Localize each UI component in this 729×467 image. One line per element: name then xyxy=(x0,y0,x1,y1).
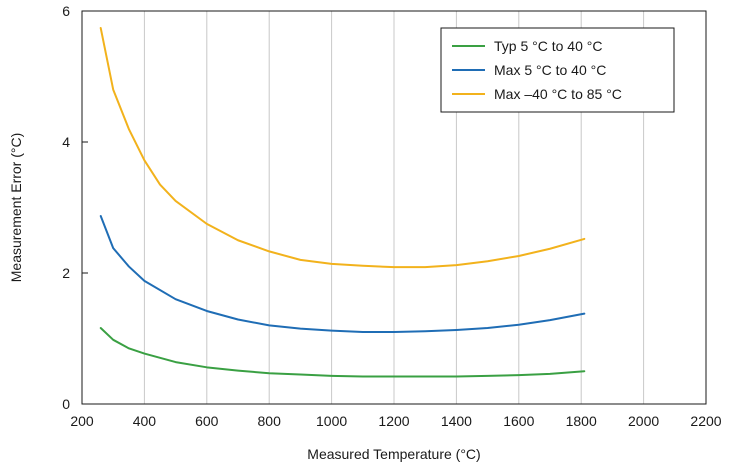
y-tick-label: 6 xyxy=(62,3,70,19)
legend: Typ 5 °C to 40 °C Max 5 °C to 40 °C Max … xyxy=(440,27,675,113)
x-tick-label: 1800 xyxy=(566,413,597,429)
y-tick-label: 0 xyxy=(62,396,70,412)
series-line-max xyxy=(99,215,586,333)
y-tick-label: 2 xyxy=(62,265,70,281)
x-tick-label: 200 xyxy=(70,413,94,429)
x-axis-title: Measured Temperature (°C) xyxy=(307,446,480,462)
x-tick-label: 1400 xyxy=(441,413,472,429)
x-tick-label: 600 xyxy=(195,413,219,429)
x-tick-label: 400 xyxy=(133,413,157,429)
series-line-typ xyxy=(99,327,586,378)
x-tick-label: 1000 xyxy=(316,413,347,429)
legend-label-typ: Typ 5 °C to 40 °C xyxy=(494,38,602,54)
x-tick-label: 1600 xyxy=(503,413,534,429)
x-tick-label: 1200 xyxy=(378,413,409,429)
x-tick-label: 2000 xyxy=(628,413,659,429)
x-tick-label: 2200 xyxy=(690,413,721,429)
plot-area-frame xyxy=(81,10,707,405)
legend-label-max: Max 5 °C to 40 °C xyxy=(494,62,606,78)
x-tick-label: 800 xyxy=(258,413,282,429)
tick-layer: 200 400 600 800 1000 1200 1400 1600 1800 2000 2200… xyxy=(62,3,722,429)
legend-label-max-wide: Max –40 °C to 85 °C xyxy=(494,86,622,102)
series-line-max-wide xyxy=(99,27,586,269)
series-layer xyxy=(99,27,586,378)
y-tick-label: 4 xyxy=(62,134,70,150)
y-axis-title: Measurement Error (°C) xyxy=(8,133,24,283)
